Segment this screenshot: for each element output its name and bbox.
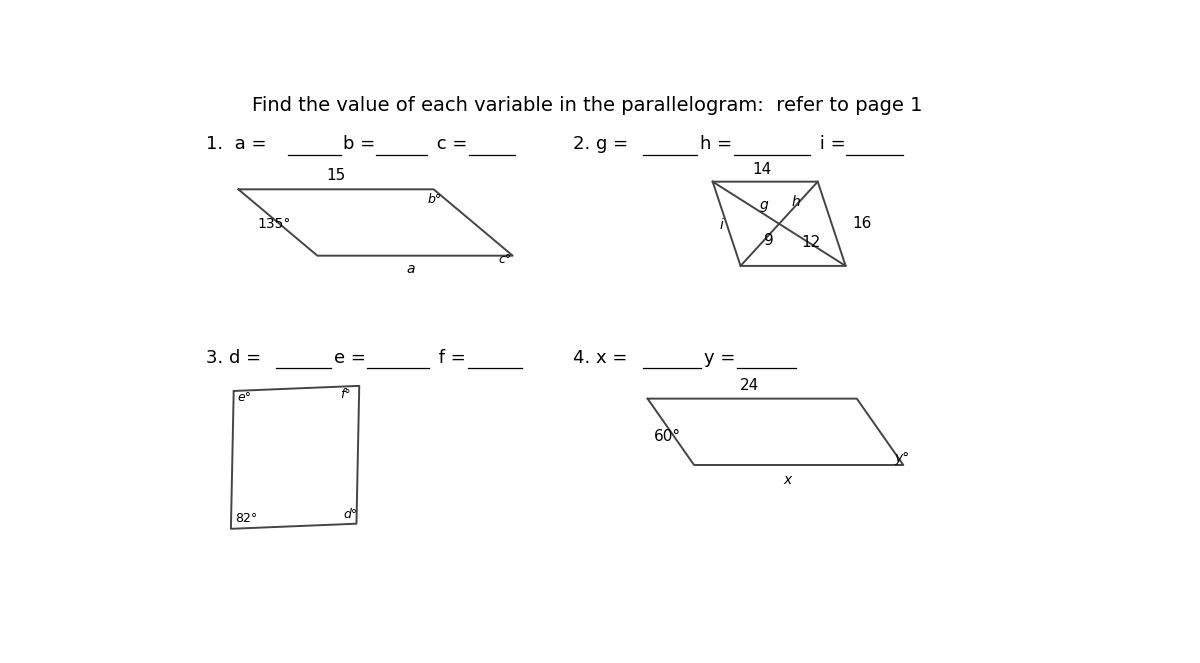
Text: b =: b =: [343, 135, 382, 153]
Text: c =: c =: [431, 135, 473, 153]
Text: 24: 24: [740, 378, 760, 393]
Text: Find the value of each variable in the parallelogram:  refer to page 1: Find the value of each variable in the p…: [252, 96, 923, 115]
Text: 135°: 135°: [257, 217, 290, 231]
Text: c°: c°: [499, 253, 512, 266]
Text: 12: 12: [802, 235, 821, 251]
Text: 14: 14: [752, 162, 772, 176]
Text: h: h: [792, 195, 800, 209]
Text: e°: e°: [238, 391, 252, 404]
Text: h =: h =: [700, 135, 738, 153]
Text: 15: 15: [326, 168, 346, 183]
Text: 60°: 60°: [654, 430, 682, 444]
Text: b°: b°: [427, 193, 442, 206]
Text: y =: y =: [704, 349, 742, 367]
Text: 3. d =: 3. d =: [206, 349, 266, 367]
Text: i =: i =: [814, 135, 851, 153]
Text: 16: 16: [852, 216, 871, 231]
Text: i: i: [720, 218, 724, 232]
Text: f°: f°: [341, 389, 352, 401]
Text: y°: y°: [894, 452, 910, 465]
Text: 82°: 82°: [235, 512, 258, 524]
Text: e =: e =: [334, 349, 372, 367]
Text: 4. x =: 4. x =: [574, 349, 634, 367]
Text: d°: d°: [343, 508, 358, 521]
Text: g: g: [760, 198, 768, 211]
Text: 9: 9: [763, 233, 773, 248]
Text: a: a: [406, 262, 415, 276]
Text: 1.  a =: 1. a =: [206, 135, 272, 153]
Text: 2. g =: 2. g =: [574, 135, 634, 153]
Text: x: x: [782, 473, 791, 487]
Text: f =: f =: [433, 349, 472, 367]
